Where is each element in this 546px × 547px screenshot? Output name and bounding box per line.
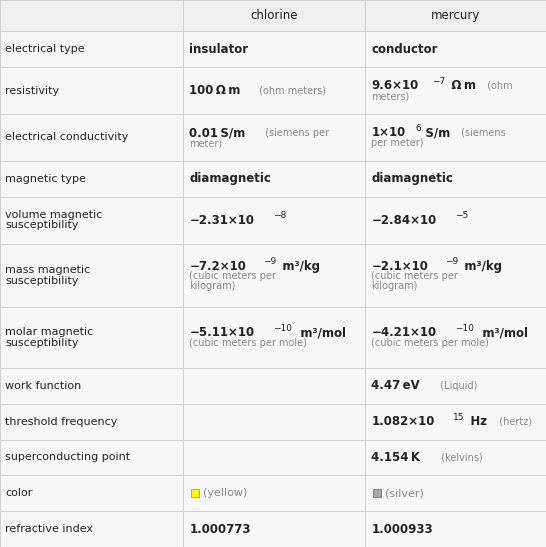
Text: (hertz): (hertz)	[492, 417, 532, 427]
Text: (siemens: (siemens	[458, 127, 506, 138]
Text: (Liquid): (Liquid)	[434, 381, 478, 391]
Text: chlorine: chlorine	[250, 9, 298, 22]
Text: −2.84×10: −2.84×10	[371, 213, 437, 226]
Text: (ohm: (ohm	[484, 81, 513, 91]
Text: meter): meter)	[189, 138, 223, 148]
Text: 4.47 eV: 4.47 eV	[371, 379, 420, 392]
Text: m³/kg: m³/kg	[280, 259, 320, 272]
Text: per meter): per meter)	[371, 138, 424, 148]
Text: electrical conductivity: electrical conductivity	[5, 132, 129, 142]
Text: −2.31×10: −2.31×10	[189, 213, 254, 226]
Text: −8: −8	[274, 211, 287, 220]
Text: susceptibility: susceptibility	[5, 220, 79, 230]
Text: −10: −10	[274, 324, 293, 333]
Text: (cubic meters per mole): (cubic meters per mole)	[371, 339, 489, 348]
Text: −5.11×10: −5.11×10	[189, 327, 254, 340]
Text: molar magnetic: molar magnetic	[5, 328, 94, 337]
Text: mass magnetic: mass magnetic	[5, 265, 91, 275]
Text: −2.1×10: −2.1×10	[371, 259, 428, 272]
Text: (ohm meters): (ohm meters)	[256, 85, 326, 96]
Text: refractive index: refractive index	[5, 524, 93, 534]
Text: conductor: conductor	[371, 43, 438, 56]
Text: (yellow): (yellow)	[203, 488, 247, 498]
Text: Ω m: Ω m	[449, 79, 476, 92]
Text: 0.01 S/m: 0.01 S/m	[189, 126, 246, 139]
Text: work function: work function	[5, 381, 82, 391]
Text: 1×10: 1×10	[371, 126, 406, 139]
Text: volume magnetic: volume magnetic	[5, 210, 103, 220]
Text: 15: 15	[453, 413, 465, 422]
Bar	[191, 490, 199, 497]
Text: −9: −9	[263, 257, 276, 266]
Text: m³/mol: m³/mol	[298, 327, 346, 340]
Text: diamagnetic: diamagnetic	[371, 172, 453, 185]
Text: electrical type: electrical type	[5, 44, 85, 54]
Text: 4.154 K: 4.154 K	[371, 451, 420, 464]
Text: m³/kg: m³/kg	[462, 259, 502, 272]
Text: magnetic type: magnetic type	[5, 174, 86, 184]
Text: (cubic meters per: (cubic meters per	[189, 271, 276, 282]
Text: −4.21×10: −4.21×10	[371, 327, 436, 340]
Text: 1.000933: 1.000933	[371, 522, 433, 536]
Text: (silver): (silver)	[385, 488, 424, 498]
Text: −7.2×10: −7.2×10	[189, 259, 246, 272]
Text: color: color	[5, 488, 33, 498]
Text: threshold frequency: threshold frequency	[5, 417, 118, 427]
Bar	[0, 0, 546, 31]
Text: Hz: Hz	[468, 415, 487, 428]
Text: 1.082×10: 1.082×10	[371, 415, 435, 428]
Text: m³/mol: m³/mol	[480, 327, 528, 340]
Text: susceptibility: susceptibility	[5, 276, 79, 286]
Text: −7: −7	[432, 77, 446, 86]
Text: kilogram): kilogram)	[189, 281, 236, 291]
Text: mercury: mercury	[431, 9, 480, 22]
Text: susceptibility: susceptibility	[5, 338, 79, 348]
Text: 100 Ω m: 100 Ω m	[189, 84, 241, 97]
Text: −10: −10	[455, 324, 474, 333]
Text: 9.6×10: 9.6×10	[371, 79, 419, 92]
Text: (siemens per: (siemens per	[262, 127, 329, 138]
Text: resistivity: resistivity	[5, 85, 60, 96]
Text: 6: 6	[416, 124, 421, 133]
Text: −9: −9	[444, 257, 458, 266]
Text: kilogram): kilogram)	[371, 281, 418, 291]
Text: S/m: S/m	[423, 126, 450, 139]
Text: (cubic meters per mole): (cubic meters per mole)	[189, 339, 307, 348]
Text: −5: −5	[455, 211, 468, 220]
Text: meters): meters)	[371, 91, 410, 101]
Text: superconducting point: superconducting point	[5, 452, 130, 462]
Text: insulator: insulator	[189, 43, 248, 56]
Bar	[373, 490, 381, 497]
Text: (cubic meters per: (cubic meters per	[371, 271, 458, 282]
Text: diamagnetic: diamagnetic	[189, 172, 271, 185]
Text: 1.000773: 1.000773	[189, 522, 251, 536]
Text: (kelvins): (kelvins)	[435, 452, 482, 462]
